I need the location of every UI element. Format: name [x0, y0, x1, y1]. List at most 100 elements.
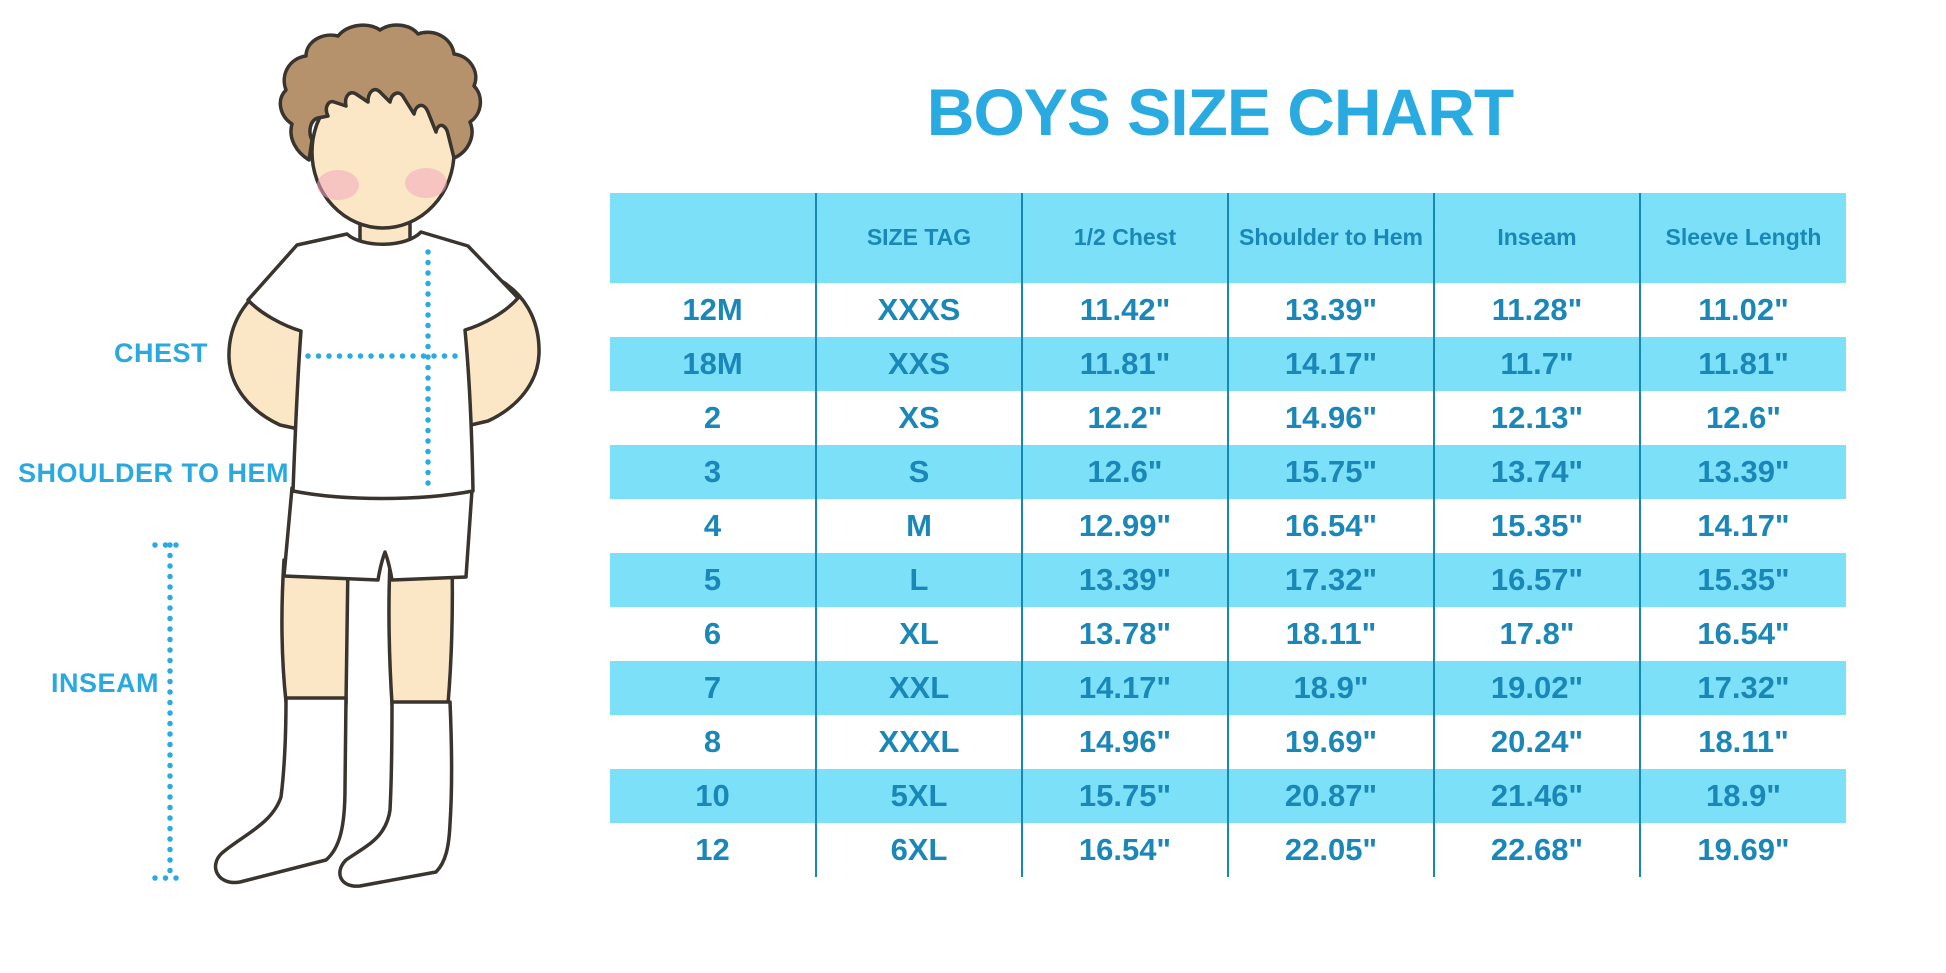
inseam-cell: 16.57"	[1433, 553, 1640, 607]
size-cell: 10	[695, 778, 730, 813]
half-chest-cell: 16.54"	[1021, 823, 1228, 877]
size-tag-cell: XL	[815, 607, 1022, 661]
chest-label: CHEST	[113, 338, 208, 368]
table-row: 8 XXXL 14.96" 19.69" 20.24" 18.11"	[610, 715, 1846, 769]
half-chest-cell: 14.17"	[1021, 661, 1228, 715]
size-tag-cell: XXL	[815, 661, 1022, 715]
inseam-label: INSEAM	[50, 668, 159, 698]
size-tag-cell: XS	[815, 391, 1022, 445]
size-cell: 6	[703, 616, 722, 651]
shoulder-to-hem-cell: 13.39"	[1227, 283, 1434, 337]
size-tag-cell: XXS	[815, 337, 1022, 391]
boy-illustration	[152, 23, 541, 888]
size-cell: 2	[703, 400, 722, 435]
sleeve-length-cell: 11.02"	[1639, 283, 1846, 337]
size-table-body: 12M XXXS 11.42" 13.39" 11.28" 11.02" 18M XXS 11.…	[610, 283, 1846, 877]
shoulder-to-hem-cell: 22.05"	[1227, 823, 1434, 877]
size-tag-cell: 6XL	[815, 823, 1022, 877]
shoulder-to-hem-cell: 19.69"	[1227, 715, 1434, 769]
inseam-cell: 13.74"	[1433, 445, 1640, 499]
size-cell: 18M	[682, 346, 743, 381]
size-tag-cell: L	[815, 553, 1022, 607]
half-chest-cell: 13.39"	[1021, 553, 1228, 607]
shoulder-to-hem-cell: 18.11"	[1227, 607, 1434, 661]
table-row: 7 XXL 14.17" 18.9" 19.02" 17.32"	[610, 661, 1846, 715]
size-tag-cell: 5XL	[815, 769, 1022, 823]
size-table: SIZE TAG 1/2 Chest Shoulder to Hem Insea…	[610, 193, 1846, 877]
inseam-cell: 21.46"	[1433, 769, 1640, 823]
size-cell: 7	[703, 670, 722, 705]
shoulder-to-hem-cell: 20.87"	[1227, 769, 1434, 823]
half-chest-cell: 12.99"	[1021, 499, 1228, 553]
header-size-tag: SIZE TAG	[815, 193, 1022, 283]
size-cell: 12M	[682, 292, 743, 327]
size-table-header: SIZE TAG 1/2 Chest Shoulder to Hem Insea…	[610, 193, 1846, 283]
shoulder-to-hem-cell: 17.32"	[1227, 553, 1434, 607]
inseam-cell: 12.13"	[1433, 391, 1640, 445]
header-empty	[610, 193, 816, 283]
header-shoulder-to-hem: Shoulder to Hem	[1227, 193, 1434, 283]
half-chest-cell: 11.42"	[1021, 283, 1228, 337]
table-row: 10 5XL 15.75" 20.87" 21.46" 18.9"	[610, 769, 1846, 823]
size-tag-cell: S	[815, 445, 1022, 499]
half-chest-cell: 12.6"	[1021, 445, 1228, 499]
boy-shirt	[246, 230, 520, 501]
table-row: 12 6XL 16.54" 22.05" 22.68" 19.69"	[610, 823, 1846, 877]
sleeve-length-cell: 14.17"	[1639, 499, 1846, 553]
sleeve-length-cell: 17.32"	[1639, 661, 1846, 715]
sleeve-length-cell: 18.11"	[1639, 715, 1846, 769]
size-tag-cell: M	[815, 499, 1022, 553]
size-cell: 4	[703, 508, 722, 543]
shoulder-to-hem-cell: 14.96"	[1227, 391, 1434, 445]
inseam-cell: 22.68"	[1433, 823, 1640, 877]
header-row: SIZE TAG 1/2 Chest Shoulder to Hem Insea…	[610, 193, 1846, 283]
sleeve-length-cell: 12.6"	[1639, 391, 1846, 445]
half-chest-cell: 13.78"	[1021, 607, 1228, 661]
sleeve-length-cell: 16.54"	[1639, 607, 1846, 661]
inseam-cell: 19.02"	[1433, 661, 1640, 715]
header-sleeve-length: Sleeve Length	[1639, 193, 1846, 283]
sleeve-length-cell: 19.69"	[1639, 823, 1846, 877]
table-row: 6 XL 13.78" 18.11" 17.8" 16.54"	[610, 607, 1846, 661]
size-tag-cell: XXXL	[815, 715, 1022, 769]
table-row: 12M XXXS 11.42" 13.39" 11.28" 11.02"	[610, 283, 1846, 337]
boy-right-leg	[387, 558, 455, 706]
boy-left-sock	[213, 696, 348, 885]
size-tag-cell: XXXS	[815, 283, 1022, 337]
table-row: 18M XXS 11.81" 14.17" 11.7" 11.81"	[610, 337, 1846, 391]
boy-shorts	[282, 486, 474, 582]
table-row: 3 S 12.6" 15.75" 13.74" 13.39"	[610, 445, 1846, 499]
boy-blush-right	[405, 168, 447, 198]
size-cell: 12	[695, 832, 730, 867]
shoulder-to-hem-cell: 16.54"	[1227, 499, 1434, 553]
half-chest-cell: 11.81"	[1021, 337, 1228, 391]
sleeve-length-cell: 15.35"	[1639, 553, 1846, 607]
boy-hair	[278, 23, 483, 162]
size-cell: 3	[703, 454, 722, 489]
size-cell: 8	[703, 724, 722, 759]
header-half-chest: 1/2 Chest	[1021, 193, 1228, 283]
table-row: 5 L 13.39" 17.32" 16.57" 15.35"	[610, 553, 1846, 607]
shoulder-to-hem-cell: 14.17"	[1227, 337, 1434, 391]
table-row: 4 M 12.99" 16.54" 15.35" 14.17"	[610, 499, 1846, 553]
shoulder-to-hem-cell: 18.9"	[1227, 661, 1434, 715]
boy-blush-left	[317, 170, 359, 200]
inseam-cell: 11.7"	[1433, 337, 1640, 391]
shoulder-to-hem-label: SHOULDER TO HEM	[18, 458, 290, 488]
shoulder-to-hem-cell: 15.75"	[1227, 445, 1434, 499]
inseam-cell: 20.24"	[1433, 715, 1640, 769]
half-chest-cell: 14.96"	[1021, 715, 1228, 769]
sleeve-length-cell: 13.39"	[1639, 445, 1846, 499]
size-cell: 5	[703, 562, 722, 597]
inseam-cell: 11.28"	[1433, 283, 1640, 337]
inseam-cell: 15.35"	[1433, 499, 1640, 553]
sleeve-length-cell: 11.81"	[1639, 337, 1846, 391]
boy-left-leg	[280, 558, 350, 706]
inseam-cell: 17.8"	[1433, 607, 1640, 661]
header-inseam: Inseam	[1433, 193, 1640, 283]
sleeve-length-cell: 18.9"	[1639, 769, 1846, 823]
page-title: BOYS SIZE CHART	[926, 75, 1514, 150]
half-chest-cell: 12.2"	[1021, 391, 1228, 445]
boy-right-sock	[338, 700, 454, 888]
half-chest-cell: 15.75"	[1021, 769, 1228, 823]
